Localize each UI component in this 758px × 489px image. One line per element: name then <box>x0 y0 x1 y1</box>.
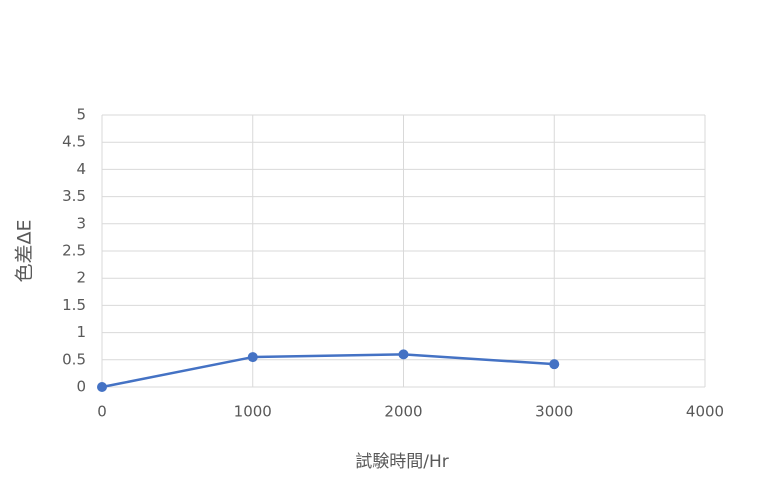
y-tick-label: 3 <box>76 214 86 232</box>
data-line <box>101 353 555 389</box>
y-tick-label: 0.5 <box>62 350 86 368</box>
x-tick-label: 0 <box>97 403 107 421</box>
x-tick-label: 3000 <box>535 403 573 421</box>
y-tick-label: 1 <box>76 323 86 341</box>
y-tick-label: 4.5 <box>62 133 86 151</box>
data-point <box>398 349 409 360</box>
y-axis-label: 色差ΔE <box>14 219 36 282</box>
y-tick-label: 2 <box>76 269 86 287</box>
data-point <box>97 382 107 392</box>
y-tick-label: 0 <box>76 378 86 396</box>
x-axis-label: 試験時間/Hr <box>355 452 449 472</box>
y-tick-label: 4 <box>76 160 86 178</box>
data-point <box>549 359 560 370</box>
data-point <box>247 352 258 363</box>
y-tick-label: 2.5 <box>62 242 86 260</box>
x-tick-label: 2000 <box>384 403 422 421</box>
y-tick-label: 5 <box>76 106 86 124</box>
y-tick-label: 3.5 <box>62 187 86 205</box>
x-tick-label: 4000 <box>686 403 724 421</box>
x-tick-label: 1000 <box>234 403 272 421</box>
y-tick-label: 1.5 <box>62 296 86 314</box>
